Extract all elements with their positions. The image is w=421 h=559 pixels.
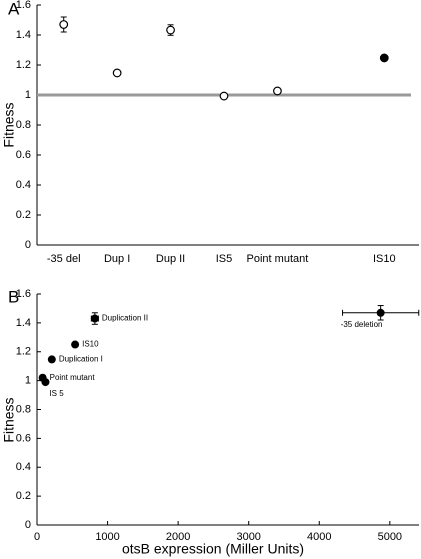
- y-tick-label: 0.4: [16, 461, 31, 473]
- panel-letter: B: [8, 287, 19, 306]
- x-tick-label: 4000: [307, 531, 331, 543]
- x-tick-label: 3000: [236, 531, 260, 543]
- point-label: Duplication I: [59, 355, 103, 364]
- y-tick-label: 0.2: [16, 490, 31, 502]
- marker: [379, 53, 389, 63]
- y-tick-label: 0.2: [16, 209, 31, 221]
- y-tick-label: 1.2: [16, 346, 31, 358]
- point: [376, 308, 385, 317]
- y-tick-label: 0.6: [16, 149, 31, 161]
- x-tick-label: 0: [34, 531, 40, 543]
- point-label: Duplication II: [102, 314, 148, 323]
- x-tick-label: 1000: [95, 531, 119, 543]
- marker: [59, 20, 69, 29]
- y-tick-label: 1: [25, 89, 31, 101]
- x-tick-label: Point mutant: [247, 253, 309, 265]
- x-tick-label: Dup I: [104, 253, 130, 265]
- y-axis-title: Fitness: [1, 102, 17, 147]
- marker: [112, 68, 122, 78]
- point-label: Point mutant: [50, 373, 96, 382]
- point: [71, 340, 80, 349]
- x-tick-label: IS10: [373, 253, 396, 265]
- panel-letter: A: [8, 0, 20, 18]
- y-tick-label: 1: [25, 375, 31, 387]
- y-tick-label: 0.6: [16, 432, 31, 444]
- y-tick-label: 1.4: [16, 29, 31, 41]
- x-axis-title: otsB expression (Miller Units): [122, 541, 304, 557]
- marker: [166, 25, 175, 35]
- y-tick-label: 0: [25, 519, 31, 531]
- point: [90, 314, 99, 323]
- marker: [273, 86, 282, 96]
- x-tick-label: 2000: [166, 531, 190, 543]
- point: [47, 355, 56, 364]
- x-tick-label: Dup II: [156, 253, 185, 265]
- point-label: IS10: [82, 340, 99, 349]
- point-label: -35 deletion: [341, 320, 383, 329]
- point: [41, 378, 50, 387]
- y-tick-label: 0.8: [16, 403, 31, 415]
- x-tick-label: IS5: [216, 253, 233, 265]
- point-label: IS 5: [49, 389, 64, 398]
- y-tick-label: 1.4: [16, 317, 31, 329]
- y-axis-title: Fitness: [1, 397, 17, 442]
- y-tick-label: 1.2: [16, 59, 31, 71]
- x-tick-label: -35 del: [47, 253, 81, 265]
- marker: [219, 91, 229, 101]
- y-tick-label: 0: [25, 239, 31, 251]
- y-tick-label: 0.8: [16, 119, 31, 131]
- y-tick-label: 1.6: [16, 0, 31, 11]
- x-tick-label: 5000: [378, 531, 402, 543]
- y-tick-label: 1.6: [16, 288, 31, 300]
- y-tick-label: 0.4: [16, 179, 31, 191]
